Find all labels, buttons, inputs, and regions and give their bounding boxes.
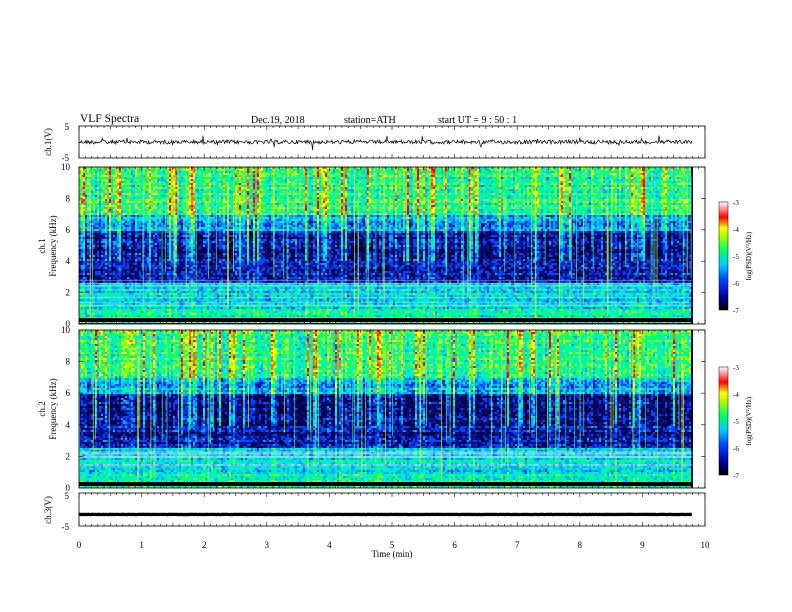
ch3-ytick-5: 5 <box>65 491 70 501</box>
x-tick-label: 0 <box>77 540 82 550</box>
ch3-ylabel: ch.3(V) <box>43 496 53 524</box>
colorbar-tick-label: -4 <box>733 226 739 234</box>
colorbar-ch2: -3 -4 -5 -6 -7 log(PSD)(V²/Hz) <box>719 364 753 480</box>
x-tick-label: 8 <box>578 540 583 550</box>
colorbar-tick-label: -7 <box>733 307 739 315</box>
colorbar-ch2-gradient <box>719 367 728 475</box>
colorbar-tick-label: -3 <box>733 364 739 372</box>
ch1-waveform-line <box>79 136 692 151</box>
colorbar-tick-label: -4 <box>733 391 739 399</box>
y-tick-label: 4 <box>66 256 71 266</box>
x-tick-label: 3 <box>265 540 270 550</box>
colorbar-ch1: -3 -4 -5 -6 -7 log(PSD)(V²/Hz) <box>719 199 753 315</box>
y-tick-label: 4 <box>66 420 71 430</box>
colorbar-tick-label: -3 <box>733 199 739 207</box>
colorbar-ch1-gradient <box>719 202 728 310</box>
panel-ch1-waveform: 5 -5 ch.1(V) <box>43 122 705 163</box>
colorbar-tick-label: -5 <box>733 418 739 426</box>
y-tick-label: 10 <box>61 162 71 172</box>
ch1-ylabel: ch.1(V) <box>43 128 53 156</box>
y-tick-label: 2 <box>66 288 71 298</box>
x-tick-label: 2 <box>202 540 207 550</box>
ch1-ytick-5: 5 <box>65 122 70 132</box>
x-tick-label: 1 <box>139 540 144 550</box>
colorbar-tick-label: -5 <box>733 253 739 261</box>
x-axis-label: Time (min) <box>372 549 413 559</box>
colorbar-tick-label: -7 <box>733 472 739 480</box>
panel-frame <box>79 493 705 526</box>
x-tick-label: 7 <box>515 540 520 550</box>
ch1-spectrogram-ylabel: ch.1Frequency (kHz) <box>37 215 58 276</box>
ch2-spectrogram-ylabel: ch.2Frequency (kHz) <box>37 378 58 439</box>
x-tick-label: 6 <box>452 540 457 550</box>
y-tick-label: 10 <box>61 325 71 335</box>
y-tick-label: 6 <box>66 388 71 398</box>
x-tick-label: 4 <box>327 540 332 550</box>
y-tick-label: 6 <box>66 225 71 235</box>
y-tick-label: 8 <box>66 357 71 367</box>
colorbar-ch2-label: log(PSD)(V²/Hz) <box>745 396 753 445</box>
colorbar-tick-label: -6 <box>733 280 739 288</box>
colorbar-tick-label: -6 <box>733 445 739 453</box>
ch3-ytick-neg5: -5 <box>62 522 70 532</box>
x-tick-label: 10 <box>701 540 711 550</box>
colorbar-ch1-label: log(PSD)(V²/Hz) <box>745 231 753 280</box>
x-tick-label: 9 <box>640 540 645 550</box>
panel-ch3-waveform: 5 -5 ch.3(V) 0 1 2 3 4 5 6 7 8 9 10 Time (min) <box>43 491 710 559</box>
y-tick-label: 8 <box>66 193 71 203</box>
y-tick-label: 2 <box>66 451 71 461</box>
